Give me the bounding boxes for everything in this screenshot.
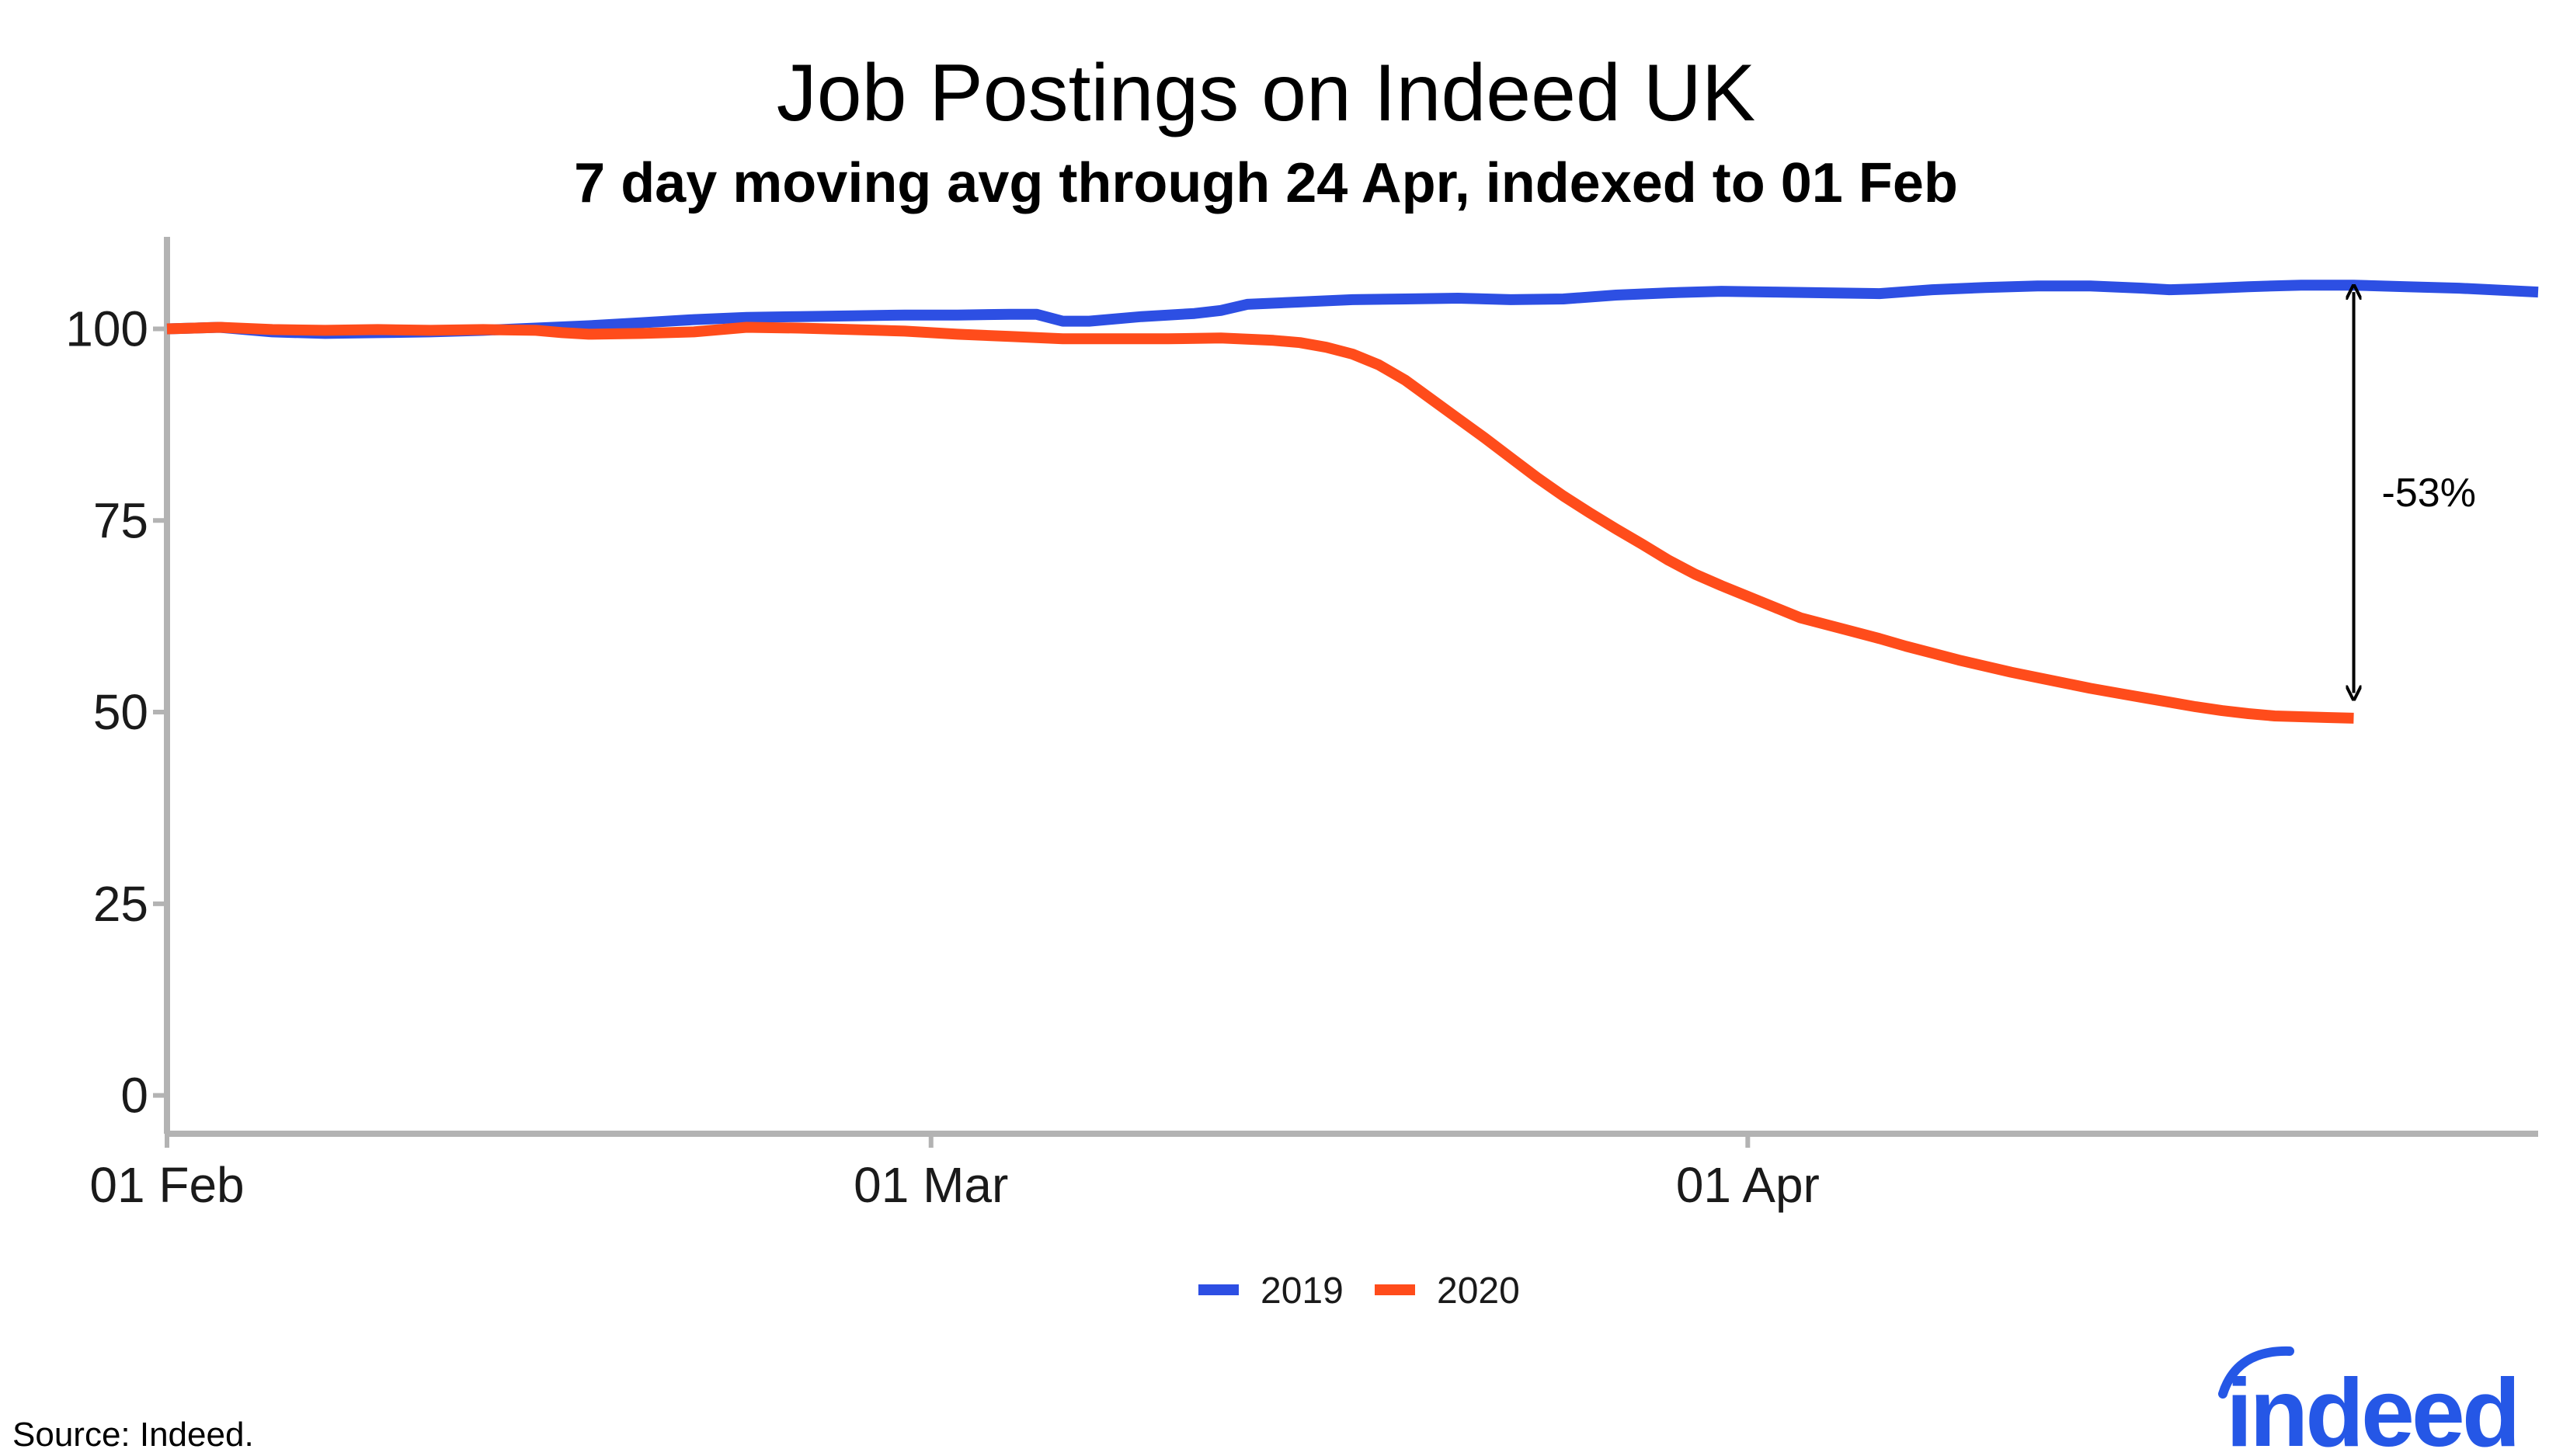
y-tick-label: 75 bbox=[93, 492, 148, 548]
y-tick-label: 25 bbox=[93, 876, 148, 932]
x-tick-label: 01 Apr bbox=[1676, 1157, 1820, 1213]
legend-label-2020: 2020 bbox=[1437, 1270, 1520, 1312]
y-axis: 0 25 50 75 100 bbox=[65, 301, 167, 1124]
chart-title: Job Postings on Indeed UK bbox=[777, 48, 1755, 138]
y-tick-label: 50 bbox=[93, 684, 148, 740]
series-line-2020 bbox=[166, 321, 2354, 724]
series-lines bbox=[166, 280, 2539, 724]
x-tick-label: 01 Mar bbox=[854, 1157, 1008, 1213]
indeed-logo: indeed bbox=[2218, 1346, 2521, 1456]
series-line-2019 bbox=[166, 280, 2539, 339]
legend: 2019 2020 bbox=[1198, 1270, 1520, 1312]
x-tick-label: 01 Feb bbox=[89, 1157, 244, 1213]
logo-arc bbox=[2218, 1346, 2294, 1399]
y-tick-label: 100 bbox=[65, 301, 148, 356]
chart-subtitle: 7 day moving avg through 24 Apr, indexed… bbox=[574, 152, 1958, 214]
logo-wordmark: indeed bbox=[2226, 1360, 2518, 1456]
legend-label-2019: 2019 bbox=[1261, 1270, 1344, 1312]
annotation-label: -53% bbox=[2382, 471, 2476, 516]
y-tick-label: 0 bbox=[120, 1068, 148, 1124]
source-note: Source: Indeed. bbox=[12, 1416, 254, 1454]
x-axis: 01 Feb 01 Mar 01 Apr bbox=[89, 1134, 1820, 1213]
